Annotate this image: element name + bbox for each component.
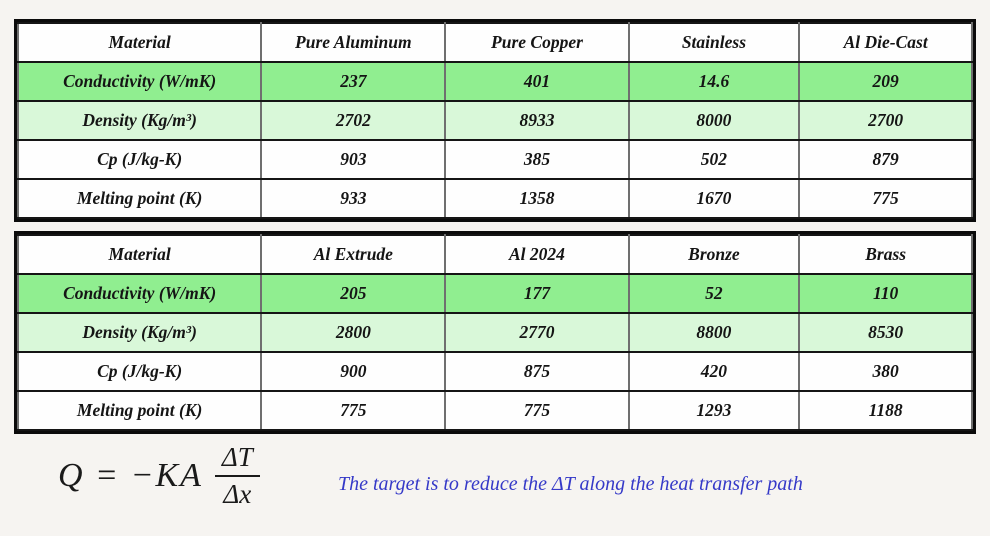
table-row-conductivity: Conductivity (W/mK) 237 401 14.6 209 — [16, 61, 973, 102]
table-cell: 52 — [627, 273, 801, 314]
table-cell: 502 — [627, 139, 801, 180]
table-row-melting-point: Melting point (K) 933 1358 1670 775 — [16, 178, 973, 219]
heat-conduction-formula: Q = −KA ΔT Δx — [58, 442, 260, 510]
row-label: Conductivity (W/mK) — [16, 273, 263, 314]
column-header: Pure Copper — [444, 22, 630, 63]
table-cell: 2700 — [798, 100, 973, 141]
table-cell: 14.6 — [627, 61, 801, 102]
table-cell: 2702 — [260, 100, 447, 141]
row-label: Melting point (K) — [16, 390, 263, 431]
table-cell: 209 — [798, 61, 973, 102]
column-header: Material — [16, 22, 263, 63]
column-header: Stainless — [627, 22, 801, 63]
column-header: Al Extrude — [260, 234, 447, 275]
table-row-melting-point: Melting point (K) 775 775 1293 1188 — [16, 390, 973, 431]
table-cell: 2770 — [444, 312, 630, 353]
table-cell: 775 — [798, 178, 973, 219]
table-cell: 110 — [798, 273, 973, 314]
table-cell: 8800 — [627, 312, 801, 353]
target-note: The target is to reduce the ΔT along the… — [338, 473, 803, 495]
row-label: Melting point (K) — [16, 178, 263, 219]
table-row-density: Density (Kg/m³) 2800 2770 8800 8530 — [16, 312, 973, 353]
table-cell: 1670 — [627, 178, 801, 219]
table-cell: 875 — [444, 351, 630, 392]
column-header: Al 2024 — [444, 234, 630, 275]
table-cell: 903 — [260, 139, 447, 180]
table-cell: 177 — [444, 273, 630, 314]
formula-lhs: Q = −KA — [58, 457, 203, 495]
table-cell: 8000 — [627, 100, 801, 141]
table-cell: 1293 — [627, 390, 801, 431]
table-cell: 8530 — [798, 312, 973, 353]
table-cell: 205 — [260, 273, 447, 314]
column-header: Al Die-Cast — [798, 22, 973, 63]
table-cell: 385 — [444, 139, 630, 180]
table-cell: 8933 — [444, 100, 630, 141]
row-label: Cp (J/kg-K) — [16, 351, 263, 392]
row-label: Density (Kg/m³) — [16, 100, 263, 141]
column-header: Material — [16, 234, 263, 275]
table-cell: 401 — [444, 61, 630, 102]
header-row: Material Al Extrude Al 2024 Bronze Brass — [16, 234, 973, 275]
table-cell: 775 — [260, 390, 447, 431]
table-cell: 420 — [627, 351, 801, 392]
header-row: Material Pure Aluminum Pure Copper Stain… — [16, 22, 973, 63]
table-cell: 1188 — [798, 390, 973, 431]
column-header: Bronze — [627, 234, 801, 275]
table-cell: 775 — [444, 390, 630, 431]
formula-numerator: ΔT — [214, 442, 260, 478]
material-properties-table-2: Material Al Extrude Al 2024 Bronze Brass… — [14, 231, 976, 434]
table-row-conductivity: Conductivity (W/mK) 205 177 52 110 — [16, 273, 973, 314]
table-row-cp: Cp (J/kg-K) 903 385 502 879 — [16, 139, 973, 180]
row-label: Conductivity (W/mK) — [16, 61, 263, 102]
row-label: Cp (J/kg-K) — [16, 139, 263, 180]
table-cell: 900 — [260, 351, 447, 392]
formula-fraction: ΔT Δx — [214, 442, 260, 510]
table-row-cp: Cp (J/kg-K) 900 875 420 380 — [16, 351, 973, 392]
table-cell: 237 — [260, 61, 447, 102]
column-header: Brass — [798, 234, 973, 275]
table-cell: 933 — [260, 178, 447, 219]
table-cell: 1358 — [444, 178, 630, 219]
column-header: Pure Aluminum — [260, 22, 447, 63]
row-label: Density (Kg/m³) — [16, 312, 263, 353]
table-cell: 2800 — [260, 312, 447, 353]
material-properties-table-1: Material Pure Aluminum Pure Copper Stain… — [14, 19, 976, 222]
table-row-density: Density (Kg/m³) 2702 8933 8000 2700 — [16, 100, 973, 141]
table-cell: 879 — [798, 139, 973, 180]
table-cell: 380 — [798, 351, 973, 392]
formula-denominator: Δx — [223, 479, 252, 510]
